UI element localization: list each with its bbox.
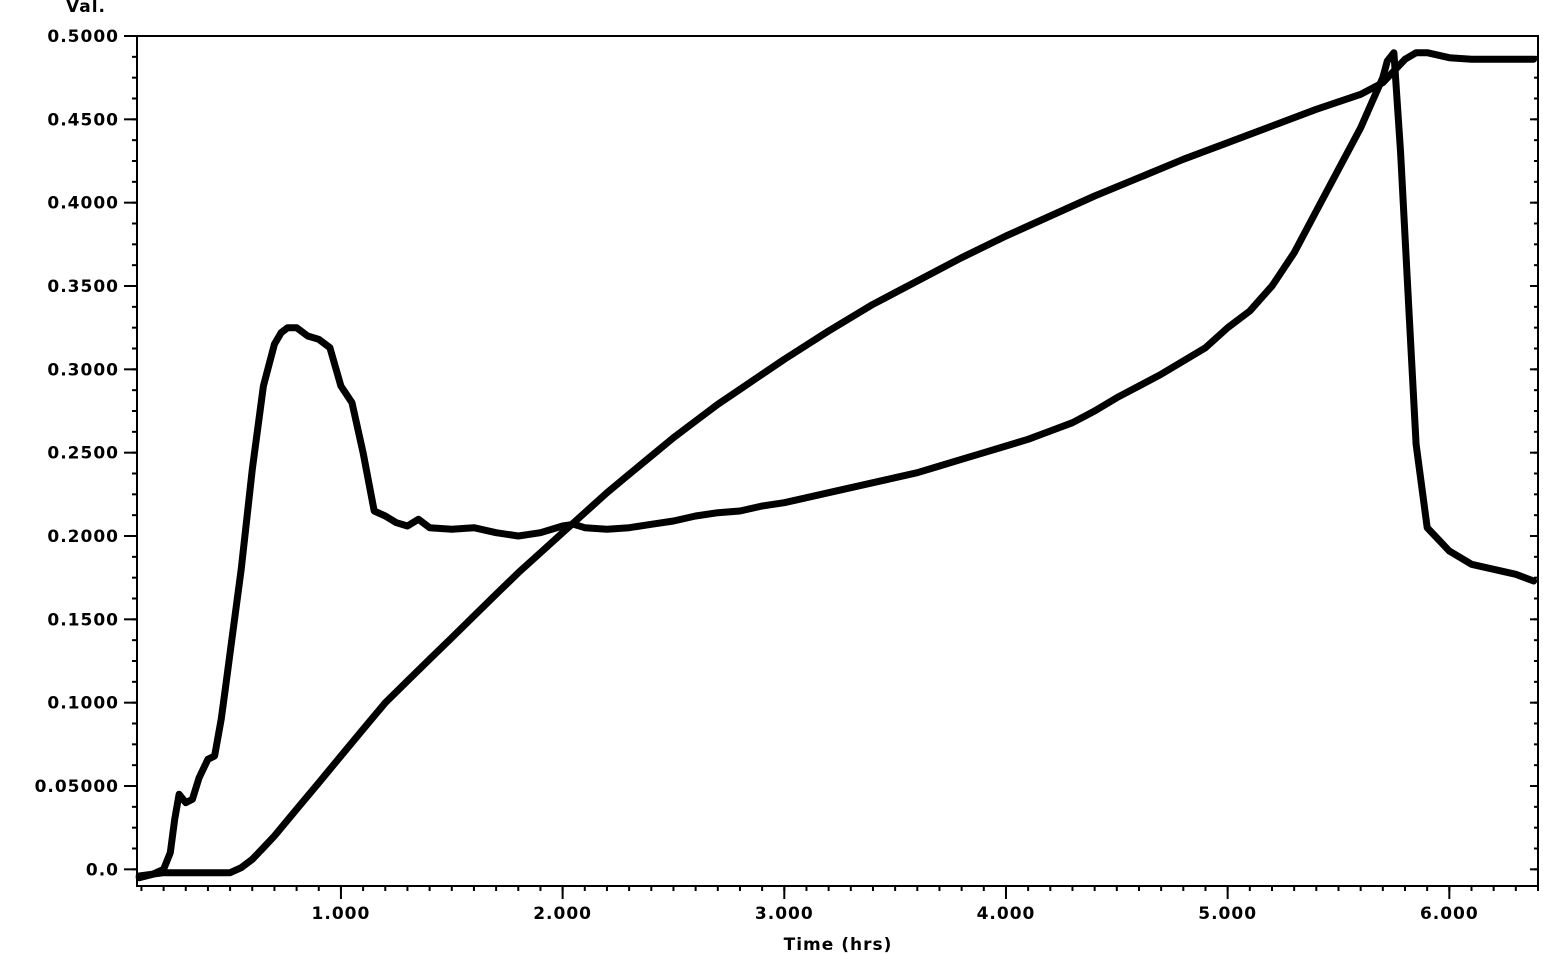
x-tick-label: 3.000: [755, 904, 814, 924]
x-axis: 1.000 2.000 3.000 4.000 5.000 6.000: [140, 886, 1539, 924]
x-tick-label: 2.000: [533, 904, 592, 924]
x-axis-label: Time (hrs): [784, 935, 893, 955]
series-line-1: [135, 49, 1538, 882]
y-tick-label: 0.1000: [47, 694, 119, 714]
y-tick-label: 0.1500: [47, 610, 119, 630]
y-tick-label: 0.05000: [35, 777, 119, 797]
plot-frame: [136, 35, 1539, 887]
x-tick-label: 1.000: [312, 904, 371, 924]
y-tick-label: 0.4000: [47, 194, 119, 214]
x-tick-label: 6.000: [1420, 904, 1479, 924]
y-tick-label: 0.4500: [47, 110, 119, 130]
y-axis-label: Val.: [66, 0, 106, 17]
series-line-2: [135, 49, 1538, 880]
y-tick-label: 0.0: [86, 860, 119, 880]
x-tick-label: 5.000: [1198, 904, 1257, 924]
y-tick-label: 0.2500: [47, 444, 119, 464]
y-tick-label: 0.2000: [47, 527, 119, 547]
series-group: [135, 49, 1538, 882]
y-tick-label: 0.5000: [47, 27, 119, 47]
y-tick-label: 0.3000: [47, 360, 119, 380]
y-tick-label: 0.3500: [47, 277, 119, 297]
y-axis: 0.0 0.05000 0.1000 0.1500 0.2000 0.2500 0.3000…: [35, 27, 1538, 880]
x-tick-label: 4.000: [977, 904, 1036, 924]
